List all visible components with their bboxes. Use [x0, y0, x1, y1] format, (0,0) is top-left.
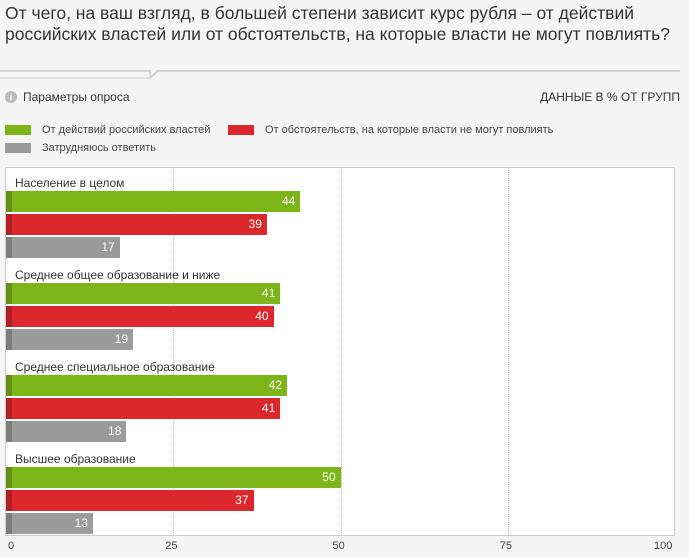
- bar-value-label: 41: [261, 286, 276, 300]
- bar: 41: [6, 283, 281, 304]
- units-label: ДАННЫЕ В % ОТ ГРУПП: [540, 90, 680, 104]
- bar-value-label: 18: [108, 424, 122, 438]
- legend-label: От обстоятельств, на которые власти не м…: [265, 124, 554, 136]
- bar: 37: [6, 490, 254, 511]
- bar: 17: [6, 237, 120, 258]
- bar-value-label: 19: [114, 332, 129, 346]
- bar-value-label: 44: [282, 194, 296, 208]
- bar: 44: [6, 191, 301, 212]
- bar-value-label: 42: [268, 378, 282, 392]
- legend-swatch: [5, 143, 31, 153]
- bar-value-label: 41: [261, 401, 276, 415]
- bar-value-label: 50: [322, 470, 336, 484]
- plot-area: Население в целом 44 39 17 Среднее общее обр…: [5, 167, 675, 536]
- bar: 13: [6, 513, 93, 534]
- group-label: Среднее специальное образование: [15, 360, 215, 374]
- bar-value-label: 39: [248, 217, 262, 231]
- survey-parameters-link[interactable]: i Параметры опроса: [5, 90, 130, 104]
- x-tick-label: 100: [654, 540, 673, 552]
- group-label: Население в целом: [15, 176, 125, 190]
- info-icon: i: [5, 91, 17, 103]
- bar-value-label: 40: [255, 309, 269, 323]
- header-divider: [0, 70, 680, 80]
- survey-parameters-label: Параметры опроса: [23, 90, 130, 104]
- bar: 39: [6, 214, 267, 235]
- legend-label: От действий российских властей: [42, 124, 211, 136]
- legend-swatch: [228, 125, 254, 135]
- chart-title: От чего, на ваш взгляд, в большей степен…: [5, 3, 670, 44]
- group-label: Среднее общее образование и ниже: [15, 268, 221, 282]
- gridline: [340, 168, 342, 535]
- group-label: Высшее образование: [15, 452, 136, 466]
- bar: 50: [6, 467, 341, 488]
- legend-item-undecided: Затрудняюсь ответить: [5, 142, 156, 154]
- gridline: [173, 168, 175, 535]
- bar: 18: [6, 421, 127, 442]
- bar: 40: [6, 306, 274, 327]
- bar: 42: [6, 375, 287, 396]
- bar: 19: [6, 329, 134, 350]
- gridline: [507, 168, 509, 535]
- legend-swatch: [5, 125, 31, 135]
- bar: 41: [6, 398, 281, 419]
- x-tick-label: 50: [332, 540, 345, 552]
- bar-value-label: 13: [74, 516, 88, 530]
- x-tick-label: 25: [165, 540, 178, 552]
- bar-value-label: 17: [101, 240, 115, 254]
- legend-label: Затрудняюсь ответить: [42, 142, 157, 154]
- legend-item-authorities: От действий российских властей: [5, 124, 210, 136]
- bar-value-label: 37: [235, 493, 249, 507]
- x-tick-label: 0: [8, 540, 15, 552]
- x-tick-label: 75: [499, 540, 512, 552]
- legend-item-circumstances: От обстоятельств, на которые власти не м…: [228, 124, 553, 136]
